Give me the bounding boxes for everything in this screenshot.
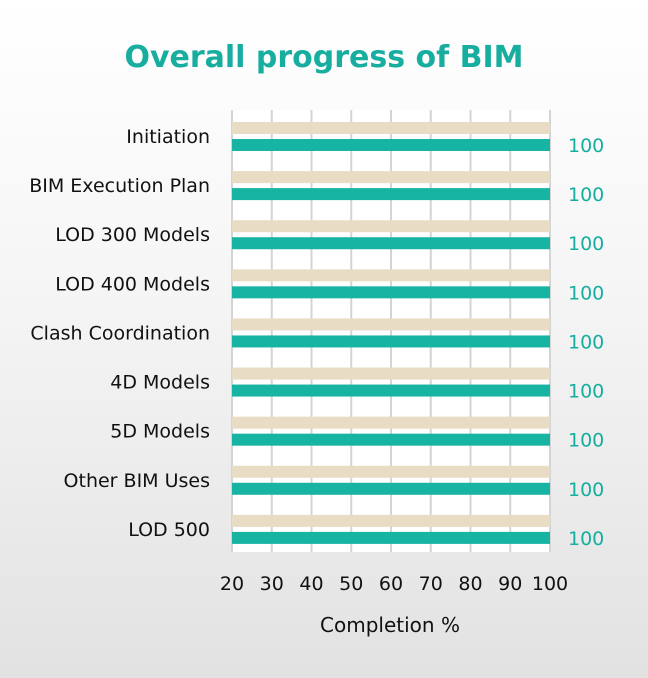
bar-actual — [232, 531, 550, 544]
bar-planned — [232, 171, 550, 184]
data-label: 100 — [568, 184, 604, 206]
x-tick-label: 50 — [339, 573, 363, 595]
category-label: 4D Models — [110, 372, 210, 394]
data-labels: 100 100 100 100 100 100 100 100 100 — [568, 135, 604, 550]
data-label: 100 — [568, 381, 604, 403]
category-label: LOD 500 — [128, 519, 210, 541]
x-tick-label: 70 — [419, 573, 443, 595]
category-label: Clash Coordination — [30, 322, 210, 344]
bar-planned — [232, 318, 550, 331]
bar-planned — [232, 367, 550, 380]
data-label: 100 — [568, 233, 604, 255]
bar-actual — [232, 384, 550, 397]
x-tick-label: 80 — [458, 573, 482, 595]
category-labels: Initiation BIM Execution Plan LOD 300 Mode… — [29, 126, 210, 541]
data-label: 100 — [568, 479, 604, 501]
bar-planned — [232, 269, 550, 282]
category-label: 5D Models — [110, 421, 210, 443]
category-label: BIM Execution Plan — [29, 175, 210, 197]
data-label: 100 — [568, 528, 604, 550]
category-label: Initiation — [126, 126, 210, 148]
x-axis-label: Completion % — [320, 613, 460, 637]
bar-planned — [232, 514, 550, 527]
gridlines — [231, 110, 551, 552]
x-tick-label: 60 — [379, 573, 403, 595]
chart-title: Overall progress of BIM — [124, 40, 524, 75]
bar-actual — [232, 188, 550, 201]
category-label: Other BIM Uses — [64, 470, 210, 492]
data-label: 100 — [568, 430, 604, 452]
bar-planned — [232, 465, 550, 478]
x-tick-label: 30 — [260, 573, 284, 595]
bar-planned — [232, 416, 550, 429]
x-tick-label: 90 — [498, 573, 522, 595]
data-label: 100 — [568, 135, 604, 157]
x-tick-label: 40 — [299, 573, 323, 595]
bar-planned — [232, 122, 550, 134]
data-label: 100 — [568, 282, 604, 304]
x-tick-labels: 20 30 40 50 60 70 80 90 100 — [220, 573, 568, 595]
bar-actual — [232, 286, 550, 299]
category-label: LOD 300 Models — [55, 224, 210, 246]
bars — [232, 122, 550, 544]
bar-planned — [232, 220, 550, 233]
bar-actual — [232, 139, 550, 151]
x-tick-label: 100 — [532, 573, 568, 595]
bar-actual — [232, 335, 550, 348]
bar-actual — [232, 482, 550, 495]
x-tick-label: 20 — [220, 573, 244, 595]
data-label: 100 — [568, 331, 604, 353]
category-label: LOD 400 Models — [55, 273, 210, 295]
bar-actual — [232, 433, 550, 446]
bar-actual — [232, 237, 550, 250]
